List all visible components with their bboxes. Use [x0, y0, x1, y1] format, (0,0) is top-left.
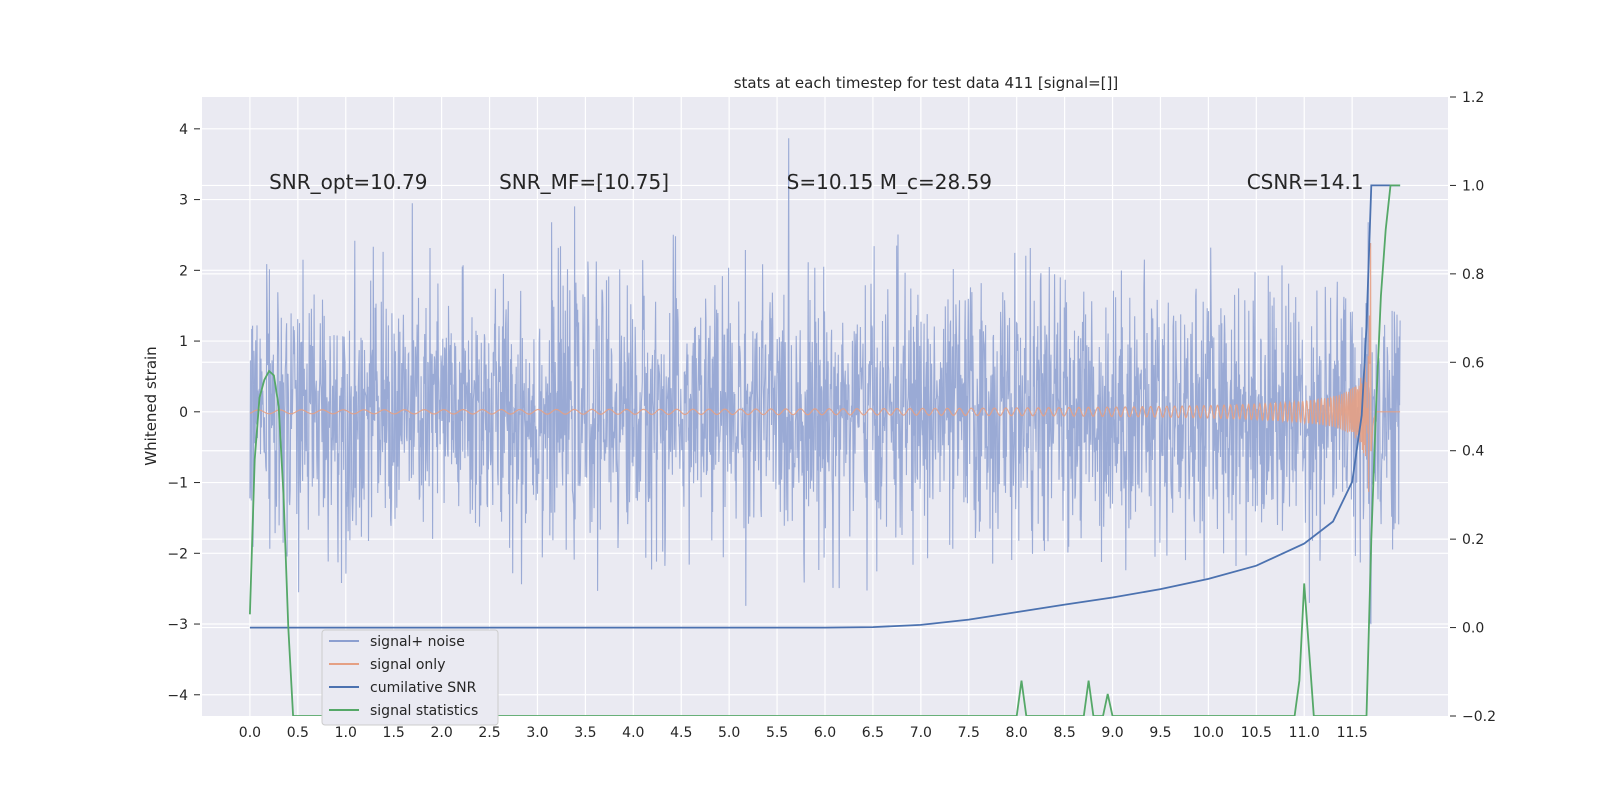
y2-tick-label: 0.4: [1462, 444, 1484, 460]
legend-entry: signal only: [370, 657, 445, 673]
y-axis-label: Whitened strain: [142, 346, 160, 465]
x-tick-label: 1.0: [335, 725, 357, 741]
x-tick-label: 5.0: [718, 725, 740, 741]
chart-title: stats at each timestep for test data 411…: [734, 74, 1119, 92]
legend-entry: signal+ noise: [370, 634, 465, 650]
y-tick-label: 1: [179, 334, 188, 350]
annotation-3: CSNR=14.1: [1247, 170, 1364, 194]
x-tick-label: 8.0: [1006, 725, 1028, 741]
x-tick-label: 2.5: [478, 725, 500, 741]
x-axis-ticks: 0.0 0.5 1.0 1.5 2.0 2.5 3.0 3.5 4.0 4.5 5.0 5.5 6.0 6…: [239, 725, 1368, 741]
y-tick-label: −4: [167, 688, 188, 704]
x-tick-label: 7.5: [958, 725, 980, 741]
legend-box: [321, 629, 499, 726]
x-tick-label: 9.0: [1101, 725, 1123, 741]
x-tick-label: 8.5: [1053, 725, 1075, 741]
y2-tick-label: 0.2: [1462, 532, 1484, 548]
x-tick-label: 3.0: [526, 725, 548, 741]
series-signal-only: [249, 242, 1401, 492]
y-tick-label: −3: [167, 617, 188, 633]
legend: signal+ noise signal only cumilative SNR si…: [321, 629, 499, 726]
x-tick-label: 7.0: [910, 725, 932, 741]
y-tick-label: −1: [167, 476, 188, 492]
series-cumilative-snr: [249, 184, 1401, 629]
y2-tick-label: 0.8: [1462, 267, 1484, 283]
x-tick-label: 11.5: [1337, 725, 1368, 741]
y2-tick-label: 1.2: [1462, 90, 1484, 106]
y2-tick-label: 0.6: [1462, 355, 1484, 371]
y2-tick-label: −0.2: [1462, 709, 1496, 725]
annotation-1: SNR_MF=[10.75]: [499, 170, 669, 194]
y2-tick-label: 1.0: [1462, 178, 1484, 194]
annotation-2: S=10.15 M_c=28.59: [787, 170, 992, 194]
y-tick-label: −2: [167, 546, 188, 562]
x-tick-label: 6.5: [862, 725, 884, 741]
x-tick-label: 6.0: [814, 725, 836, 741]
legend-entry: signal statistics: [370, 703, 478, 719]
y2-axis-ticks: 1.2 1.0 0.8 0.6 0.4 0.2 0.0 −0.2: [1450, 90, 1496, 725]
y-tick-label: 2: [179, 263, 188, 279]
x-tick-label: 9.5: [1149, 725, 1171, 741]
x-tick-label: 10.5: [1241, 725, 1272, 741]
series-signal-noise: [249, 138, 1401, 625]
x-tick-label: 5.5: [766, 725, 788, 741]
cumilative-snr-line: [249, 184, 1401, 629]
signal-noise-line: [249, 138, 1401, 625]
y-tick-label: 4: [179, 122, 188, 138]
x-tick-label: 1.5: [383, 725, 405, 741]
annotation-0: SNR_opt=10.79: [269, 170, 427, 194]
x-tick-label: 2.0: [430, 725, 452, 741]
x-tick-label: 10.0: [1193, 725, 1224, 741]
y-axis-ticks: 4 3 2 1 0 −1 −2 −3 −4: [167, 122, 200, 704]
x-tick-label: 0.0: [239, 725, 261, 741]
y-tick-label: 3: [179, 193, 188, 209]
signal-statistics-line: [249, 184, 1401, 716]
x-tick-label: 0.5: [287, 725, 309, 741]
x-tick-label: 4.5: [670, 725, 692, 741]
y2-tick-label: 0.0: [1462, 621, 1484, 637]
x-tick-label: 4.0: [622, 725, 644, 741]
signal-only-line: [249, 242, 1401, 492]
x-tick-label: 3.5: [574, 725, 596, 741]
y-tick-label: 0: [179, 405, 188, 421]
legend-entry: cumilative SNR: [370, 680, 477, 696]
series-signal-statistics: [249, 184, 1401, 716]
annotations: SNR_opt=10.79 SNR_MF=[10.75] S=10.15 M_c=2…: [269, 170, 1363, 194]
x-tick-label: 11.0: [1289, 725, 1320, 741]
